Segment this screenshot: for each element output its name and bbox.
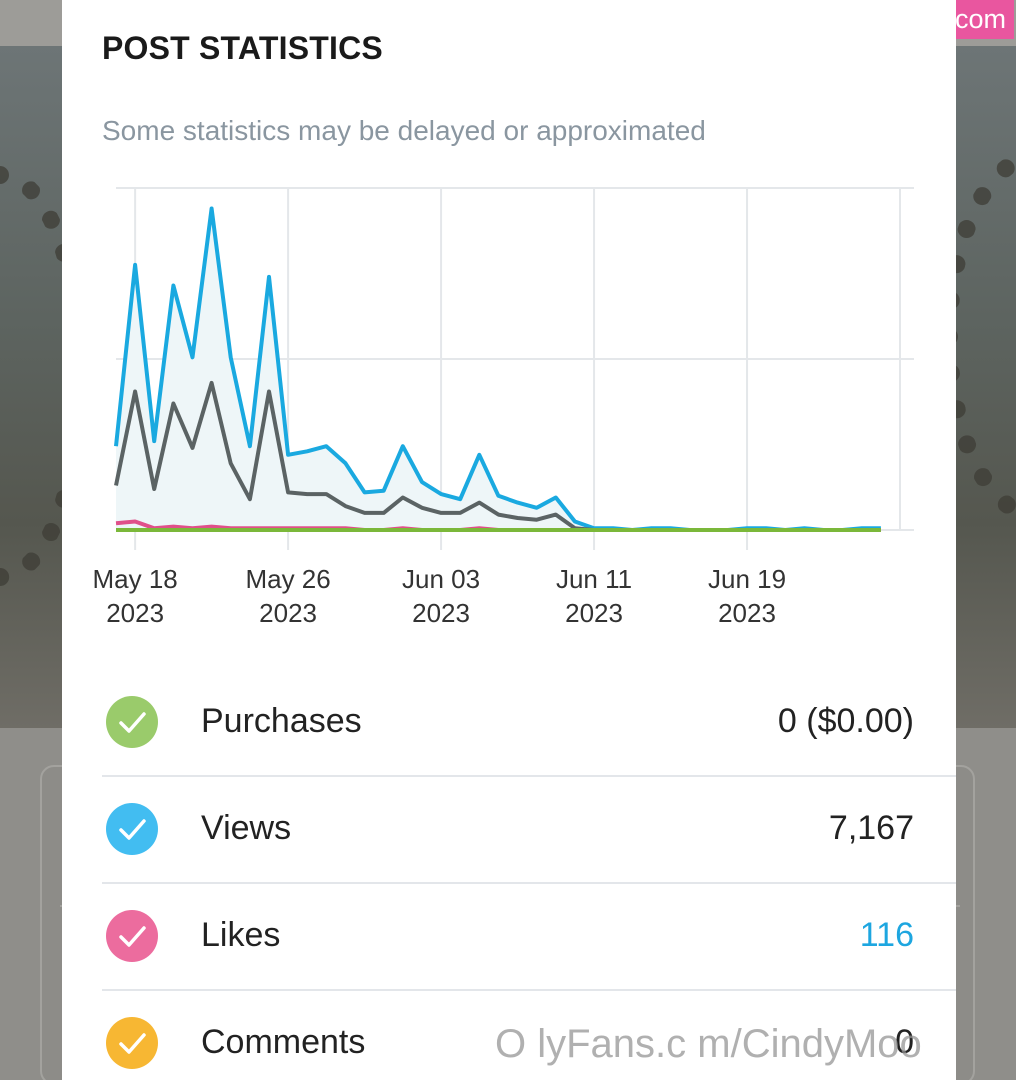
stat-row-comments: Comments 0 — [102, 991, 956, 1080]
modal-subtitle: Some statistics may be delayed or approx… — [102, 115, 706, 146]
checkmark-icon[interactable] — [106, 1017, 158, 1069]
series-area-views — [116, 208, 881, 530]
stat-row-likes: Likes 116 — [102, 884, 956, 991]
x-tick-label-year: 2023 — [259, 598, 317, 628]
stat-list: Purchases 0 ($0.00) Views 7,167 Likes 116 Comm… — [102, 670, 956, 1080]
stat-label: Likes — [201, 916, 281, 954]
checkmark-icon[interactable] — [106, 696, 158, 748]
stat-value[interactable]: 116 — [859, 916, 914, 954]
statistics-chart: May 18 2023 May 26 2023 Jun 03 2023 Jun 11 2023… — [92, 187, 914, 628]
stat-row-views: Views 7,167 — [102, 777, 956, 884]
x-tick-label-date: Jun 19 — [708, 564, 786, 594]
post-statistics-modal: POST STATISTICS Some statistics may be d… — [62, 0, 956, 1080]
x-tick-label-year: 2023 — [718, 598, 776, 628]
stat-row-purchases: Purchases 0 ($0.00) — [102, 670, 956, 777]
stat-label: Purchases — [201, 702, 362, 740]
modal-title: POST STATISTICS — [102, 30, 383, 66]
x-tick-label-year: 2023 — [565, 598, 623, 628]
x-tick-label-year: 2023 — [412, 598, 470, 628]
stat-value: 0 — [895, 1023, 914, 1061]
x-tick-label-date: May 18 — [92, 564, 177, 594]
x-tick-label-year: 2023 — [106, 598, 164, 628]
x-tick-label-date: May 26 — [245, 564, 330, 594]
stat-value: 7,167 — [828, 809, 914, 847]
stat-label: Comments — [201, 1023, 366, 1061]
bottom-watermark: O lyFans.c m/CindyMoo — [495, 1022, 922, 1066]
stat-value: 0 ($0.00) — [777, 702, 914, 740]
stat-label: Views — [201, 809, 292, 847]
x-tick-label-date: Jun 03 — [402, 564, 480, 594]
checkmark-icon[interactable] — [106, 910, 158, 962]
checkmark-icon[interactable] — [106, 803, 158, 855]
x-tick-label-date: Jun 11 — [556, 564, 632, 594]
